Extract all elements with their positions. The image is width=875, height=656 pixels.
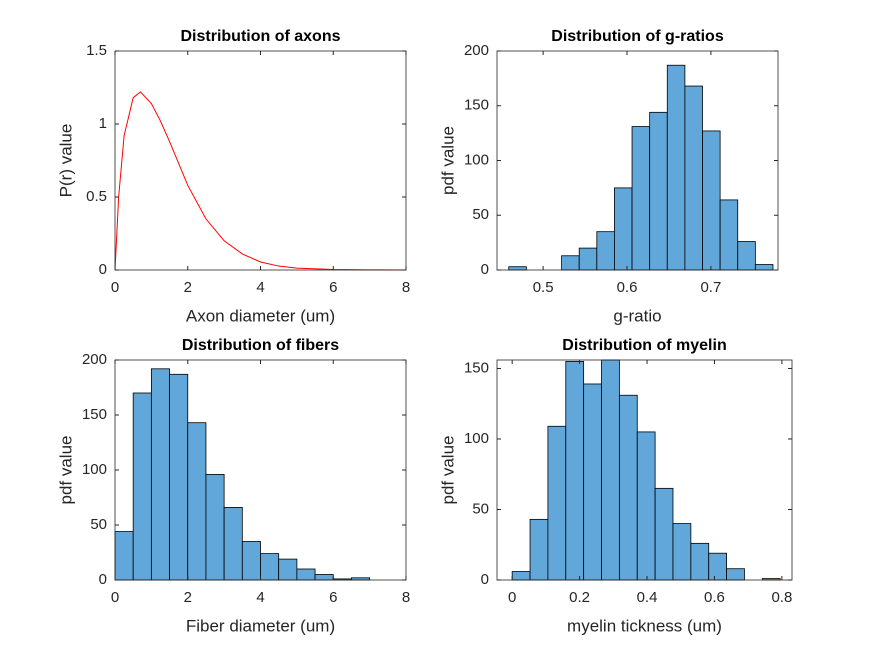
y-tick-label: 0.5: [86, 188, 107, 205]
axes-box: [496, 359, 793, 581]
plot-area: [115, 51, 406, 270]
x-tick-label: 4: [256, 279, 264, 296]
y-axis-label: pdf value: [56, 436, 75, 505]
x-axis-label: myelin tickness (um): [567, 616, 722, 635]
bar: [565, 361, 585, 581]
y-tick-label: 100: [82, 461, 107, 478]
bar: [278, 558, 298, 581]
chart-title: Distribution of axons: [181, 28, 341, 45]
y-tick-label: 200: [464, 42, 489, 59]
bar: [708, 552, 727, 581]
bar: [529, 518, 549, 581]
bar: [241, 541, 261, 581]
y-tick-label: 150: [82, 406, 107, 423]
x-tick-label: 4: [256, 589, 264, 606]
bar: [150, 368, 170, 581]
y-tick-label: 150: [464, 359, 489, 376]
y-axis-label: pdf value: [438, 126, 457, 195]
y-tick-label: 0: [99, 261, 107, 278]
bar: [666, 64, 686, 271]
bar: [114, 531, 134, 581]
chart-title: Distribution of fibers: [182, 337, 339, 354]
bar: [260, 553, 280, 581]
bar: [547, 425, 567, 581]
y-axis-label: pdf value: [438, 436, 457, 505]
bar: [618, 394, 638, 581]
bar: [649, 111, 668, 271]
x-tick-label: 2: [184, 279, 192, 296]
chart-title: Distribution of g-ratios: [551, 28, 724, 45]
y-tick-label: 0: [481, 571, 489, 588]
bar: [654, 487, 674, 581]
line: [114, 91, 407, 271]
x-tick-label: 0.7: [700, 279, 721, 296]
x-tick-label: 8: [402, 589, 410, 606]
bar: [508, 266, 527, 271]
bar: [296, 568, 316, 581]
bar: [132, 392, 152, 581]
bar: [754, 264, 774, 271]
x-tick-label: 6: [329, 589, 337, 606]
y-tick-label: 50: [90, 516, 107, 533]
x-axis-label: Fiber diameter (um): [186, 616, 335, 635]
bar: [583, 383, 602, 581]
bar: [578, 247, 598, 271]
bar: [561, 255, 580, 271]
x-axis-label: g-ratio: [613, 306, 661, 325]
bar: [601, 359, 620, 581]
x-tick-label: 0.8: [771, 589, 792, 606]
y-tick-label: 200: [82, 351, 107, 368]
y-tick-label: 1: [99, 115, 107, 132]
bar: [169, 373, 189, 581]
bar: [614, 187, 633, 271]
x-tick-label: 0.5: [533, 279, 554, 296]
bar: [702, 130, 721, 271]
bar: [631, 126, 651, 271]
x-tick-label: 0.2: [569, 589, 590, 606]
bar: [223, 506, 243, 581]
bar: [690, 542, 710, 581]
x-tick-label: 2: [184, 589, 192, 606]
x-tick-label: 0: [111, 589, 119, 606]
bar: [187, 422, 207, 581]
y-tick-label: 0: [99, 571, 107, 588]
bar: [684, 85, 703, 271]
bar: [314, 574, 334, 581]
y-tick-label: 1.5: [86, 42, 107, 59]
x-axis-label: Axon diameter (um): [186, 306, 335, 325]
bar: [726, 568, 745, 581]
bar: [596, 231, 615, 271]
y-tick-label: 100: [464, 430, 489, 447]
y-tick-label: 50: [472, 206, 489, 223]
x-tick-label: 0.6: [704, 589, 725, 606]
y-tick-label: 50: [472, 500, 489, 517]
y-tick-label: 0: [481, 261, 489, 278]
y-tick-label: 150: [464, 97, 489, 114]
x-tick-label: 0.6: [617, 279, 638, 296]
bar: [672, 523, 692, 581]
bar: [719, 199, 739, 271]
chart-title: Distribution of myelin: [562, 337, 726, 354]
y-tick-label: 100: [464, 151, 489, 168]
bar: [636, 431, 656, 581]
bar: [205, 473, 225, 581]
bar: [737, 241, 756, 271]
x-tick-label: 8: [402, 279, 410, 296]
y-axis-label: P(r) value: [56, 124, 75, 198]
x-tick-label: 0: [508, 589, 516, 606]
x-tick-label: 0: [111, 279, 119, 296]
bar: [511, 571, 531, 581]
x-tick-label: 6: [329, 279, 337, 296]
x-tick-label: 0.4: [637, 589, 658, 606]
